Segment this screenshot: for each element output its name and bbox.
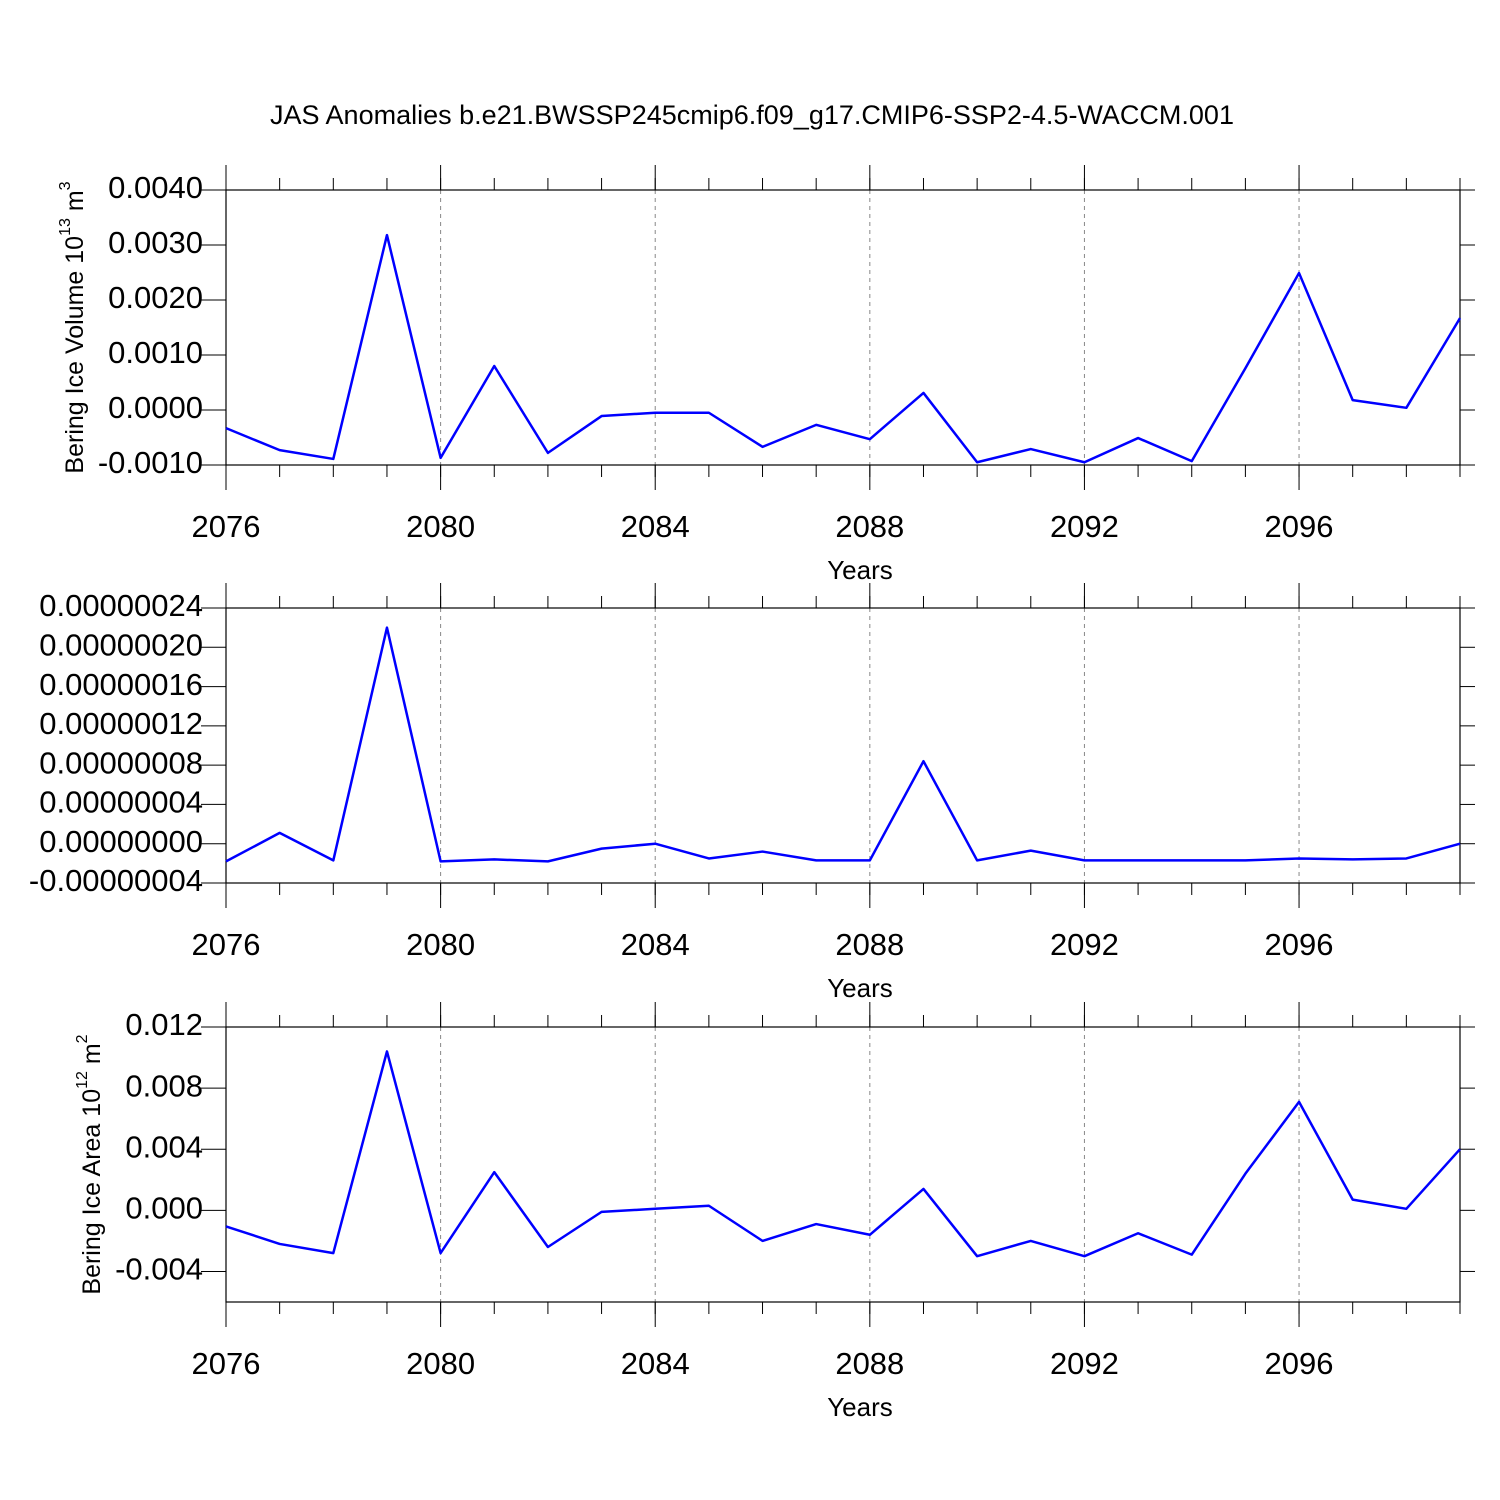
x-tick-label: 2076 — [192, 509, 261, 544]
y-axis-label-superscript: 13 — [57, 218, 74, 236]
data-line — [225, 1050, 1461, 1258]
x-tick-label: 2084 — [621, 1346, 690, 1381]
x-tick-label: 2076 — [192, 1346, 261, 1381]
y-tick-label: 0.00000020 — [39, 627, 203, 662]
x-tick-label: 2092 — [1050, 509, 1119, 544]
y-tick-label: 0.00000000 — [39, 824, 203, 859]
y-axis-label-superscript: 3 — [57, 181, 74, 190]
y-axis-label: Bering Ice Area 1012 m2 — [74, 1034, 105, 1294]
y-tick-label: 0.00000016 — [39, 667, 203, 702]
y-tick-label: 0.00000008 — [39, 745, 203, 780]
y-tick-label: 0.008 — [125, 1068, 203, 1103]
y-axis-label: Bering Ice Volume 1013 m3 — [57, 181, 88, 473]
y-tick-label: 0.0020 — [108, 280, 203, 315]
y-tick-label: -0.0010 — [98, 445, 203, 480]
y-tick-label: 0.0030 — [108, 225, 203, 260]
x-tick-label: 2084 — [621, 509, 690, 544]
y-tick-label: -0.004 — [115, 1252, 203, 1287]
data-line — [225, 233, 1462, 464]
plot-frame — [225, 1026, 1461, 1303]
y-axis-label-superscript: 12 — [74, 1071, 91, 1089]
x-tick-label: 2088 — [835, 927, 904, 962]
x-tick-label: 2088 — [835, 509, 904, 544]
y-tick-label: 0.0010 — [108, 335, 203, 370]
figure-title: JAS Anomalies b.e21.BWSSP245cmip6.f09_g1… — [270, 100, 1234, 130]
y-axis-label-part: m — [60, 190, 88, 218]
x-tick-label: 2080 — [406, 927, 475, 962]
y-axis-label-part: Bering Ice Volume 10 — [60, 236, 88, 474]
x-tick-label: 2080 — [406, 509, 475, 544]
data-line — [225, 626, 1461, 863]
y-tick-label: -0.00000004 — [29, 863, 203, 898]
y-tick-label: 0.00000024 — [39, 588, 203, 623]
x-tick-label: 2088 — [835, 1346, 904, 1381]
x-tick-label: 2092 — [1050, 1346, 1119, 1381]
y-tick-label: 0.00000004 — [39, 785, 203, 820]
y-tick-label: 0.0000 — [108, 390, 203, 425]
plot-frame — [225, 607, 1461, 884]
plot-frame — [225, 189, 1461, 466]
x-tick-label: 2096 — [1265, 1346, 1334, 1381]
y-axis-label-part: m — [78, 1043, 106, 1071]
x-tick-label: 2084 — [621, 927, 690, 962]
x-tick-label: 2096 — [1265, 927, 1334, 962]
y-tick-label: 0.00000012 — [39, 706, 203, 741]
x-tick-label: 2092 — [1050, 927, 1119, 962]
y-axis-label-superscript: 2 — [74, 1034, 91, 1043]
x-axis-label: Years — [827, 1392, 893, 1422]
y-tick-label: 0.012 — [125, 1007, 203, 1042]
x-tick-label: 2076 — [192, 927, 261, 962]
x-axis-label: Years — [827, 973, 893, 1003]
y-axis-label-part: Bering Ice Area 10 — [78, 1089, 106, 1295]
x-tick-label: 2080 — [406, 1346, 475, 1381]
y-tick-label: 0.004 — [125, 1129, 203, 1164]
x-tick-label: 2096 — [1265, 509, 1334, 544]
y-tick-label: 0.0040 — [108, 170, 203, 205]
y-tick-label: 0.000 — [125, 1191, 203, 1226]
x-axis-label: Years — [827, 555, 893, 585]
